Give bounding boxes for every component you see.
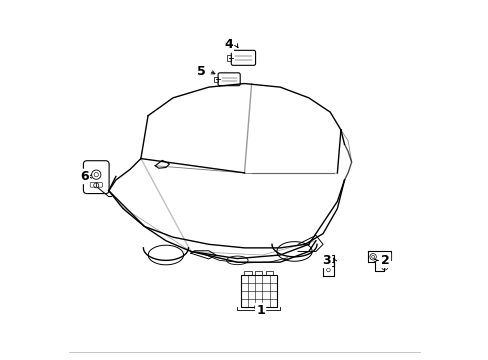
Bar [244, 271, 251, 275]
Text: 2: 2 [381, 254, 389, 267]
Text: 4: 4 [224, 39, 232, 51]
Text: 5: 5 [196, 64, 205, 77]
Bar [255, 271, 262, 275]
Text: 6: 6 [80, 170, 89, 183]
Bar [214, 77, 218, 82]
Bar [226, 55, 230, 61]
Bar [241, 275, 276, 307]
Bar [265, 271, 272, 275]
Text: 3: 3 [322, 254, 330, 267]
Text: 1: 1 [256, 304, 264, 317]
